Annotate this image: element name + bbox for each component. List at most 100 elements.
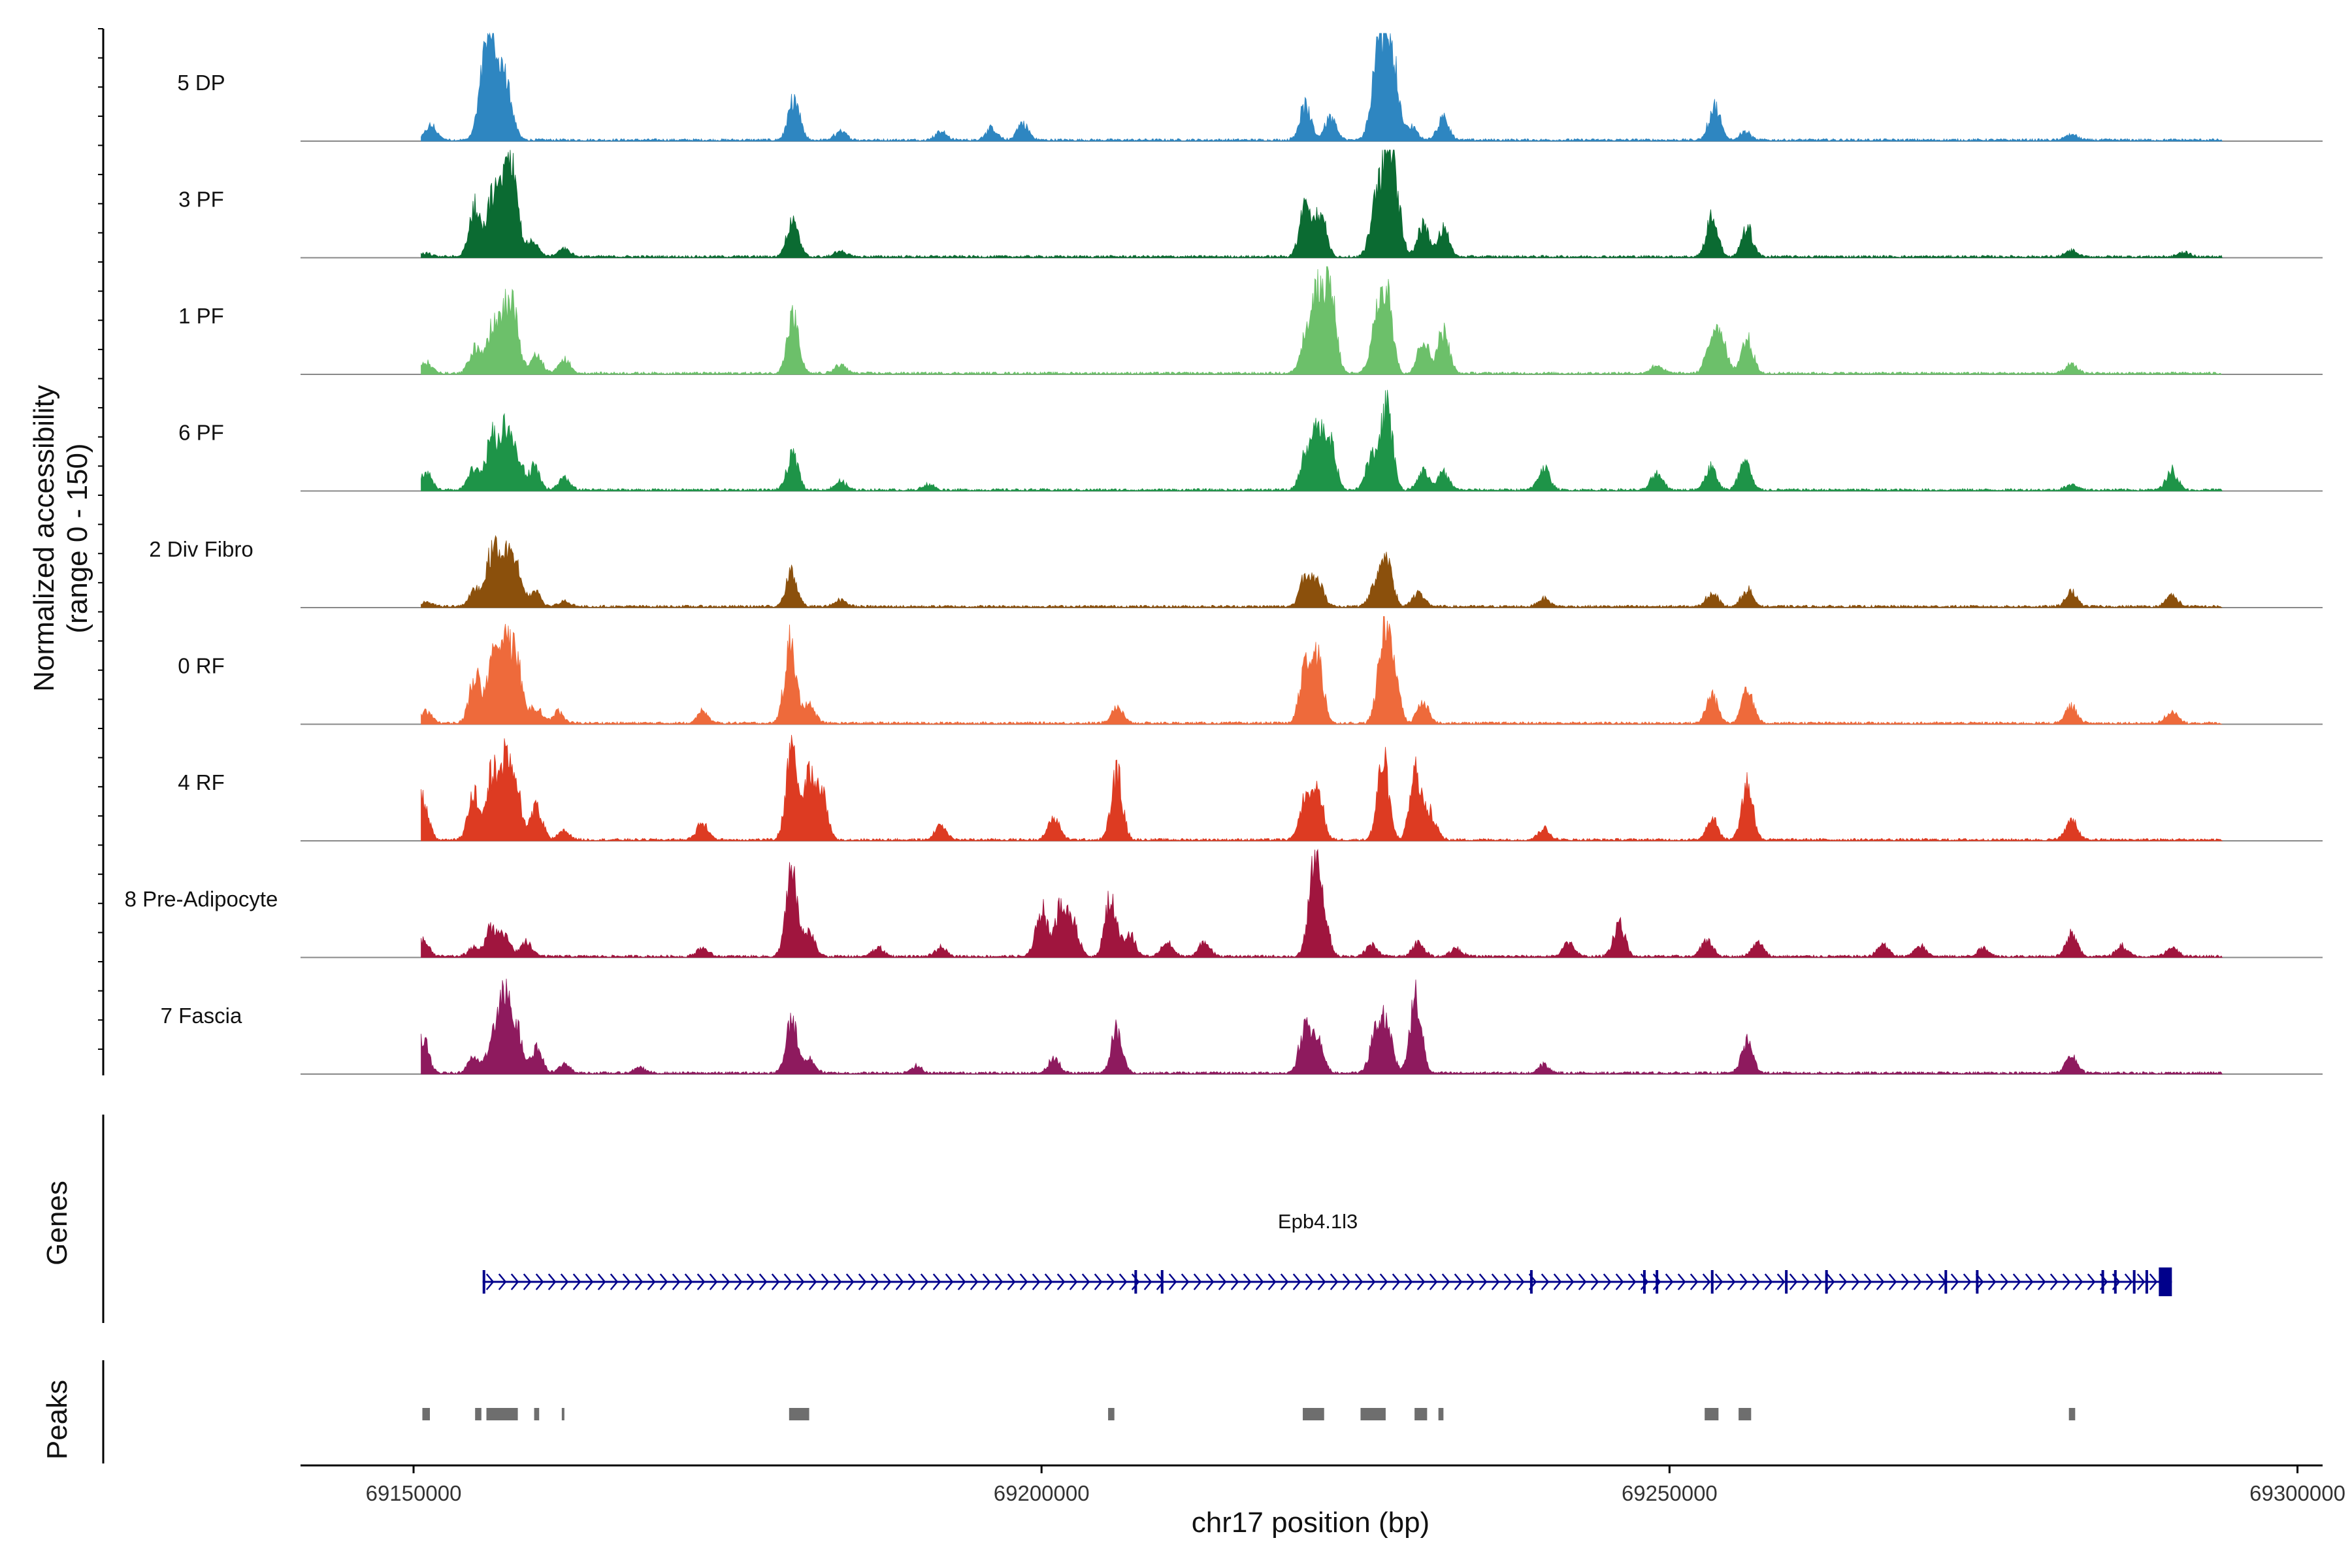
strand-arrow: [1416, 1273, 1426, 1290]
strand-arrow: [1851, 1273, 1860, 1290]
strand-arrow: [1863, 1273, 1872, 1290]
peak-region: [475, 1408, 482, 1420]
coverage-area: [421, 389, 2223, 492]
peaks-panel-label: Peaks: [41, 1380, 73, 1460]
strand-arrow: [858, 1273, 867, 1290]
strand-arrow: [684, 1273, 693, 1290]
strand-arrow: [1230, 1273, 1239, 1290]
peak-region: [1360, 1408, 1386, 1420]
strand-arrow: [1503, 1273, 1512, 1290]
strand-arrow: [1913, 1273, 1922, 1290]
strand-arrow: [895, 1273, 904, 1290]
strand-arrow: [1541, 1273, 1550, 1290]
x-tick-label: 69300000: [2249, 1481, 2345, 1505]
strand-arrow: [1081, 1273, 1090, 1290]
strand-arrow: [1677, 1273, 1686, 1290]
exon: [1642, 1270, 1646, 1294]
strand-arrow: [535, 1273, 544, 1290]
track-label: 4 RF: [178, 770, 225, 794]
strand-arrow: [1814, 1273, 1823, 1290]
peak-region: [789, 1408, 809, 1420]
peak-region: [1108, 1408, 1115, 1420]
track-4-rf: 4 RF: [178, 734, 2323, 841]
coverage-area: [421, 734, 2223, 841]
strand-arrow: [1714, 1273, 1723, 1290]
strand-arrow: [1280, 1273, 1289, 1290]
strand-arrow: [1876, 1273, 1885, 1290]
x-tick-label: 69150000: [366, 1481, 462, 1505]
exon: [1825, 1270, 1828, 1294]
strand-arrow: [2149, 1273, 2158, 1290]
strand-arrow: [1516, 1273, 1525, 1290]
strand-arrow: [870, 1273, 879, 1290]
strand-arrow: [1950, 1273, 1959, 1290]
exon: [1529, 1270, 1533, 1294]
strand-arrow: [734, 1273, 743, 1290]
strand-arrow: [523, 1273, 532, 1290]
strand-arrow: [1739, 1273, 1748, 1290]
strand-arrow: [808, 1273, 817, 1290]
exon: [2101, 1270, 2104, 1294]
strand-arrow: [1441, 1273, 1450, 1290]
x-axis-title: chr17 position (bp): [1192, 1507, 1429, 1539]
strand-arrow: [1330, 1273, 1339, 1290]
exon-first: [482, 1270, 485, 1294]
exon: [1134, 1270, 1137, 1294]
exon: [1710, 1270, 1714, 1294]
strand-arrow: [2136, 1273, 2146, 1290]
strand-arrow: [970, 1273, 979, 1290]
coverage-area: [421, 266, 2223, 376]
exon: [2132, 1270, 2136, 1294]
strand-arrow: [1392, 1273, 1401, 1290]
strand-arrow: [485, 1273, 495, 1290]
strand-arrow: [1627, 1273, 1637, 1290]
strand-arrow: [1491, 1273, 1500, 1290]
strand-arrow: [821, 1273, 830, 1290]
coverage-tracks: 5 DP 3 PF 1 PF 6 PF 2 Div Fibro 0 RF 4 RF 8 Pre…: [125, 32, 2323, 1075]
strand-arrow: [1764, 1273, 1773, 1290]
x-tick-label: 69250000: [1622, 1481, 1718, 1505]
track-3-pf: 3 PF: [178, 150, 2323, 259]
coverage-area: [421, 534, 2223, 608]
strand-arrow: [1838, 1273, 1848, 1290]
strand-arrow: [746, 1273, 755, 1290]
peak-region: [486, 1408, 518, 1420]
strand-arrow: [1565, 1273, 1575, 1290]
strand-arrow: [1429, 1273, 1438, 1290]
strand-arrow: [2124, 1273, 2133, 1290]
strand-arrow: [1789, 1273, 1798, 1290]
track-6-pf: 6 PF: [178, 389, 2323, 492]
strand-arrow: [1776, 1273, 1786, 1290]
strand-arrow: [845, 1273, 855, 1290]
peak-regions-track: [422, 1408, 2076, 1420]
peak-region: [1414, 1408, 1428, 1420]
strand-arrow: [833, 1273, 842, 1290]
strand-arrow: [1752, 1273, 1761, 1290]
strand-arrow: [1702, 1273, 1711, 1290]
strand-arrow: [560, 1273, 569, 1290]
track-label: 0 RF: [178, 654, 225, 678]
strand-arrow: [1342, 1273, 1351, 1290]
peak-region: [1303, 1408, 1324, 1420]
strand-arrow: [1106, 1273, 1115, 1290]
coverage-area: [421, 150, 2223, 259]
strand-arrow: [2025, 1273, 2034, 1290]
strand-arrow: [647, 1273, 656, 1290]
strand-arrow: [1888, 1273, 1897, 1290]
strand-arrow: [721, 1273, 730, 1290]
strand-arrow: [2050, 1273, 2059, 1290]
strand-arrow: [1553, 1273, 1562, 1290]
y-axis-ticks: [98, 28, 103, 1050]
strand-arrow: [2000, 1273, 2009, 1290]
peak-region: [561, 1408, 564, 1420]
exon: [1656, 1270, 1659, 1294]
strand-arrow: [1056, 1273, 1066, 1290]
strand-arrow: [1032, 1273, 1041, 1290]
strand-arrow: [597, 1273, 606, 1290]
strand-arrow: [634, 1273, 644, 1290]
strand-arrow: [957, 1273, 966, 1290]
track-1-pf: 1 PF: [178, 266, 2323, 376]
track-5-dp: 5 DP: [177, 32, 2323, 142]
strand-arrow: [1044, 1273, 1053, 1290]
